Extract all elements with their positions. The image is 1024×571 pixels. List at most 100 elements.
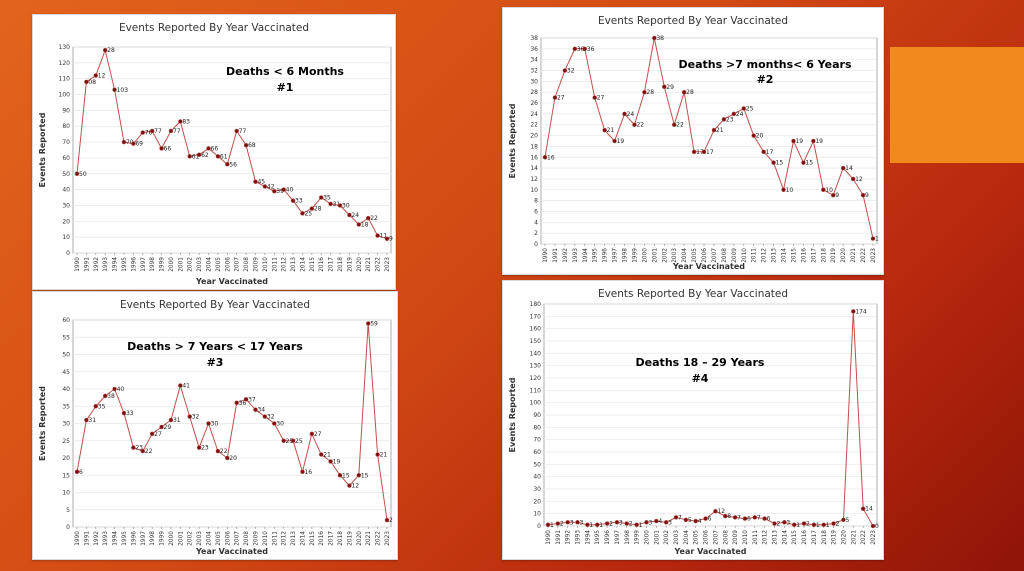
data-label: 8 (727, 513, 731, 520)
y-tick-label: 90 (62, 107, 70, 114)
chart-title: Events Reported By Year Vaccinated (119, 22, 309, 34)
data-point (870, 236, 876, 241)
series-line (76, 48, 388, 240)
chart-annotation: Deaths > 7 Years < 17 Years (127, 340, 303, 353)
x-tick-label: 2021 (366, 531, 372, 546)
x-tick-label: 2012 (282, 257, 288, 272)
x-tick-label: 2017 (812, 530, 818, 545)
y-tick-label: 80 (533, 424, 541, 431)
data-point (93, 404, 99, 409)
data-point (572, 46, 578, 52)
x-tick-label: 2013 (291, 257, 297, 272)
data-point (384, 517, 390, 523)
data-point (253, 407, 258, 412)
data-label: 36 (239, 400, 247, 407)
x-tick-label: 1995 (122, 257, 128, 272)
data-label: 3 (570, 519, 574, 526)
x-tick-label: 2017 (811, 248, 817, 263)
x-tick-label: 2021 (851, 248, 857, 263)
data-point (272, 421, 277, 426)
data-point (752, 515, 758, 520)
data-point (356, 222, 362, 227)
data-point (347, 483, 352, 488)
x-tick-label: 2005 (216, 257, 222, 272)
data-point (860, 506, 866, 511)
x-tick-label: 1992 (563, 248, 569, 263)
data-label: 56 (229, 161, 237, 168)
data-label: 27 (557, 95, 565, 102)
y-tick-label: 60 (62, 317, 70, 324)
data-label: 68 (248, 142, 256, 149)
data-label: 9 (389, 236, 393, 243)
y-tick-label: 50 (533, 461, 541, 468)
data-label: 38 (107, 393, 115, 400)
x-tick-label: 1997 (141, 531, 147, 546)
data-point (552, 95, 558, 100)
data-point (691, 149, 697, 155)
data-label: 77 (154, 128, 162, 135)
data-label: 39 (276, 188, 284, 195)
x-tick-label: 1992 (566, 530, 572, 545)
data-point (131, 141, 136, 146)
data-point (602, 127, 607, 133)
x-tick-label: 2022 (376, 257, 382, 272)
data-label: 38 (656, 35, 664, 42)
data-label: 22 (220, 448, 228, 455)
x-tick-label: 2015 (310, 257, 316, 272)
chart-number: #4 (692, 372, 709, 385)
data-label: 15 (342, 472, 350, 479)
chart-title: Events Reported By Year Vaccinated (598, 15, 788, 27)
data-label: 3 (668, 519, 672, 526)
x-tick-label: 2010 (263, 531, 269, 546)
data-label: 15 (805, 160, 813, 167)
chart-number: #1 (277, 81, 294, 94)
x-tick-label: 2010 (263, 257, 269, 272)
data-point (121, 139, 127, 145)
chart-title: Events Reported By Year Vaccinated (120, 299, 310, 311)
data-label: 35 (98, 403, 106, 410)
data-point (751, 133, 756, 138)
data-label: 17 (706, 149, 714, 156)
data-label: 4 (658, 518, 662, 525)
y-axis-label: Events Reported (38, 386, 47, 461)
data-point (243, 142, 249, 148)
data-label: 76 (145, 130, 153, 137)
y-tick-label: 110 (530, 387, 542, 394)
data-label: 174 (855, 308, 867, 315)
x-tick-label: 2000 (642, 248, 648, 263)
data-point (634, 522, 639, 528)
data-point (168, 128, 174, 134)
x-tick-label: 1996 (131, 257, 137, 272)
data-label: 42 (267, 183, 275, 190)
data-label: 3 (619, 519, 623, 526)
data-label: 28 (646, 89, 654, 96)
data-point (703, 516, 708, 521)
data-label: 16 (304, 469, 312, 476)
data-label: 0 (875, 523, 879, 530)
data-label: 19 (815, 138, 823, 145)
data-point (112, 87, 117, 93)
y-tick-label: 160 (530, 326, 542, 333)
data-point (337, 473, 343, 478)
data-point (565, 520, 570, 525)
x-tick-label: 2009 (733, 530, 739, 545)
data-point (328, 201, 333, 207)
data-point (375, 452, 380, 457)
data-label: 11 (380, 233, 388, 240)
data-point (187, 154, 192, 159)
data-point (196, 445, 202, 450)
data-label: 12 (855, 176, 863, 183)
data-label: 10 (825, 187, 833, 194)
data-point (662, 84, 667, 90)
data-label: 14 (845, 165, 853, 172)
data-point (830, 192, 836, 198)
data-point (196, 152, 202, 158)
x-tick-label: 2019 (832, 530, 838, 545)
data-label: 28 (314, 206, 322, 213)
x-tick-label: 2020 (841, 530, 847, 545)
x-tick-label: 1998 (625, 530, 631, 545)
x-tick-label: 2015 (791, 248, 797, 263)
data-label: 19 (795, 138, 803, 145)
y-tick-label: 80 (62, 123, 70, 130)
x-tick-label: 1993 (573, 248, 579, 263)
